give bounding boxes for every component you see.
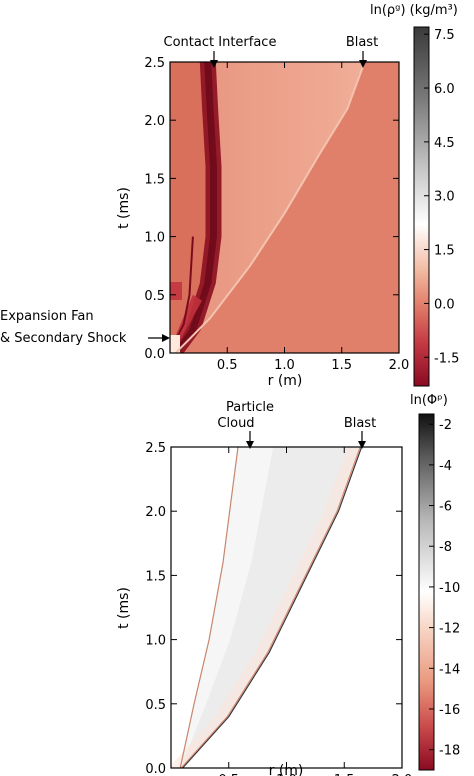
ytick-label: 2.0 xyxy=(145,505,166,520)
ytick-label: 2.5 xyxy=(145,441,166,456)
xtick-label: 1.5 xyxy=(331,358,352,373)
ytick-label: 1.5 xyxy=(144,172,165,187)
xtick-label: 0.5 xyxy=(218,773,239,776)
annotation-expansion-fan: Expansion Fan xyxy=(0,309,94,324)
plot1-xlabel: r (m) xyxy=(268,373,303,389)
xtick-label: 1.0 xyxy=(274,358,295,373)
particle-cloud-tint xyxy=(171,447,362,768)
colorbar-tick-label: 1.5 xyxy=(434,244,455,259)
particle-cloud-inner xyxy=(180,447,274,768)
xtick-label: 2.0 xyxy=(389,358,410,373)
colorbar-tick-label: -16 xyxy=(439,703,460,718)
colorbar-tick-label: 7.5 xyxy=(434,28,455,43)
particle-cloud-arrowhead xyxy=(246,441,254,449)
ytick-label: 1.5 xyxy=(145,569,166,584)
expansion-fan-arrowhead xyxy=(162,334,170,342)
colorbar2 xyxy=(418,413,435,771)
plot2: 0.5 1.0 1.5 2.0 0.0 0.5 1.0 1.5 2.0 2.5 r (m) t … xyxy=(116,393,460,776)
ytick-label: 1.0 xyxy=(144,231,165,246)
xtick-label: 0.5 xyxy=(217,358,238,373)
ytick-label: 2.0 xyxy=(144,114,165,129)
ytick-label: 2.5 xyxy=(144,56,165,71)
colorbar-tick-label: -4 xyxy=(439,459,452,474)
colorbar-tick-label: 4.5 xyxy=(434,136,455,151)
blast-front-edge-red xyxy=(180,447,361,768)
plot2-xticks: 0.5 1.0 1.5 2.0 xyxy=(218,447,412,776)
colorbar-tick-label: 3.0 xyxy=(434,190,455,205)
blast-arrowhead-top xyxy=(359,60,367,68)
plot1-ylabel: t (ms) xyxy=(116,187,132,229)
plot2-ylabel: t (ms) xyxy=(116,587,132,629)
plot2-xlabel: r (m) xyxy=(269,763,304,776)
expansion-fan xyxy=(173,294,203,353)
ytick-label: 1.0 xyxy=(145,634,166,649)
annotation-secondary-shock: & Secondary Shock xyxy=(0,331,127,346)
colorbar1-label: ln(ρᵍ) (kg/m³) xyxy=(370,3,458,18)
contact-interface-core xyxy=(172,62,217,353)
cloud-inner-edge xyxy=(179,447,239,768)
shocked-region xyxy=(175,62,365,353)
colorbar1-ticks: 7.5 6.0 4.5 3.0 1.5 0.0 -1.5 xyxy=(424,28,459,366)
plot2-yticks: 0.0 0.5 1.0 1.5 2.0 2.5 xyxy=(145,441,402,776)
contact-interface-arrowhead xyxy=(210,60,218,68)
colorbar2-ticks: -2 -4 -6 -8 -10 -12 -14 -16 -18 xyxy=(429,418,460,759)
annotation-particle: Particle xyxy=(226,400,274,415)
annotation-blast-top: Blast xyxy=(346,35,378,50)
origin-hot-spot xyxy=(170,335,180,353)
colorbar-tick-label: -18 xyxy=(439,744,460,759)
blast-front-edge xyxy=(182,447,363,768)
xtick-label: 2.0 xyxy=(392,773,413,776)
blast-arrowhead-bottom xyxy=(358,441,366,449)
colorbar-tick-label: -1.5 xyxy=(434,351,459,366)
colorbar-tick-label: 0.0 xyxy=(434,297,455,312)
annotation-contact-interface: Contact Interface xyxy=(164,35,277,50)
particle-cloud-region xyxy=(180,447,362,768)
colorbar-tick-label: -2 xyxy=(439,418,452,433)
colorbar-tick-label: -10 xyxy=(439,581,460,596)
colorbar-tick-label: -8 xyxy=(439,540,452,555)
colorbar-tick-label: 6.0 xyxy=(434,82,455,97)
colorbar-tick-label: -14 xyxy=(439,662,460,677)
colorbar-tick-label: -6 xyxy=(439,500,452,515)
colorbar1 xyxy=(413,26,430,387)
xtick-label: 1.0 xyxy=(276,773,297,776)
plot1-xticks: 0.5 1.0 1.5 2.0 xyxy=(217,62,409,373)
ytick-label: 0.5 xyxy=(145,698,166,713)
inner-slab xyxy=(170,282,182,300)
ytick-label: 0.0 xyxy=(144,347,165,362)
annotation-cloud: Cloud xyxy=(217,416,254,431)
ytick-label: 0.0 xyxy=(145,762,166,776)
colorbar-tick-label: -12 xyxy=(439,622,460,637)
annotation-blast-bottom: Blast xyxy=(344,416,376,431)
ytick-label: 0.5 xyxy=(144,289,165,304)
xtick-label: 1.5 xyxy=(334,773,355,776)
plot1-yticks: 0.0 0.5 1.0 1.5 2.0 2.5 xyxy=(144,56,399,362)
blast-front xyxy=(174,62,366,353)
colorbar2-label: ln(Φᵖ) xyxy=(410,393,448,408)
plot1: 0.5 1.0 1.5 2.0 0.0 0.5 1.0 1.5 2.0 2.5 r (m) t … xyxy=(0,3,459,389)
